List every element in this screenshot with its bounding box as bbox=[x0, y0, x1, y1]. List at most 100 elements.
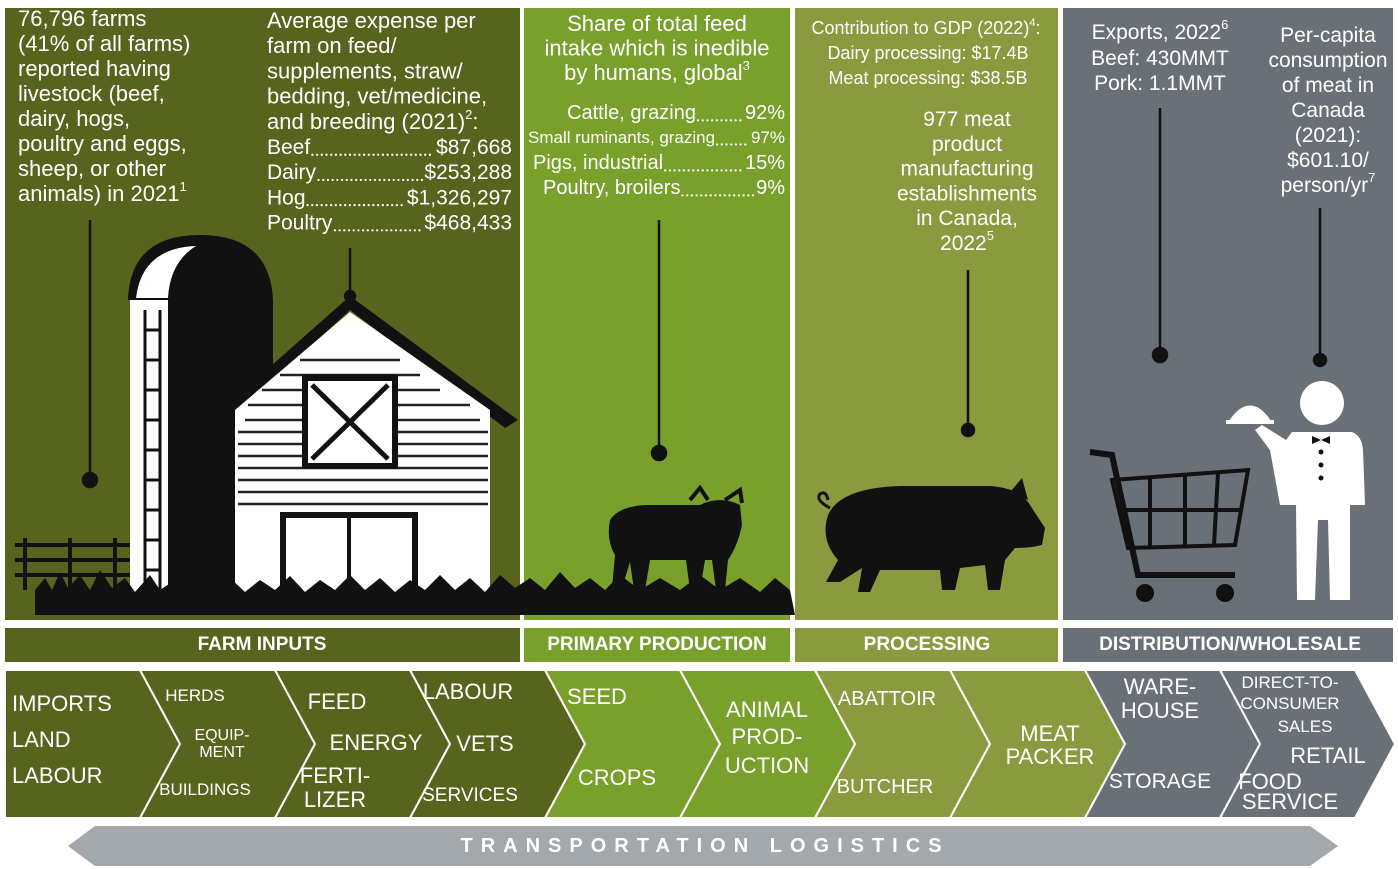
text-line: reported having bbox=[18, 56, 171, 81]
text-part: PRIMARY PRODUCTION bbox=[547, 634, 767, 655]
text-part: and breeding (2021) bbox=[267, 109, 465, 134]
footnote-marker: 7 bbox=[1368, 170, 1375, 185]
text-line: LABOUR bbox=[423, 679, 513, 704]
footnote-marker: 1 bbox=[179, 179, 186, 194]
text-part: supplements, straw/ bbox=[267, 58, 464, 83]
text-part: LABOUR bbox=[423, 679, 513, 704]
text-part: : bbox=[472, 109, 478, 134]
waiter bbox=[1226, 381, 1365, 600]
shopping-cart-part bbox=[1136, 584, 1154, 602]
text-part: sheep, or other bbox=[18, 156, 166, 181]
silo-part bbox=[136, 246, 196, 298]
text-part: Canada bbox=[1291, 99, 1365, 122]
text-part: BUTCHER bbox=[837, 776, 934, 798]
text-line: Contribution to GDP (2022)4: bbox=[812, 17, 1041, 38]
text-line: Canada bbox=[1291, 99, 1365, 122]
text-line: FARM INPUTS bbox=[198, 634, 327, 655]
text-part: consumption bbox=[1268, 49, 1387, 72]
text-part: intake which is inedible bbox=[544, 35, 769, 60]
text-line: UCTION bbox=[725, 753, 809, 778]
text-part: Share of total feed bbox=[567, 11, 747, 36]
text-part: LABOUR bbox=[12, 763, 102, 788]
text-line: farm on feed/ bbox=[267, 33, 398, 58]
text-line: 97% bbox=[751, 128, 785, 147]
waiter-part bbox=[1255, 425, 1365, 600]
text-line: $1,326,297 bbox=[407, 186, 512, 209]
text-part: CROPS bbox=[578, 765, 656, 790]
text-part: Cattle, grazing bbox=[567, 102, 696, 124]
cow-part bbox=[608, 500, 742, 590]
text-part: UCTION bbox=[725, 753, 809, 778]
text-line: in Canada, bbox=[916, 207, 1018, 230]
stage-bar bbox=[1063, 628, 1393, 662]
text-part: PROD- bbox=[732, 724, 803, 749]
text-part: $601.10/ bbox=[1287, 149, 1369, 172]
text-part: LIZER bbox=[304, 787, 366, 812]
text-line: dairy, hogs, bbox=[18, 106, 130, 131]
text-line: LABOUR bbox=[12, 763, 102, 788]
leader-lines bbox=[81, 108, 1328, 489]
text-part: by humans, global bbox=[564, 60, 743, 85]
text-line: person/yr7 bbox=[1281, 170, 1376, 197]
text-line: Poultry, broilers bbox=[543, 177, 680, 199]
text-line: FERTI- bbox=[300, 763, 370, 788]
text-line: ABATTOIR bbox=[838, 688, 936, 710]
text-line: Dairy bbox=[267, 161, 317, 184]
waiter-part bbox=[1226, 405, 1274, 424]
stage-bar bbox=[5, 628, 520, 662]
text-line: 20225 bbox=[940, 228, 994, 255]
waiter-part bbox=[1318, 475, 1324, 481]
pig-part bbox=[825, 486, 1045, 592]
text-line: PRIMARY PRODUCTION bbox=[547, 634, 767, 655]
text-line: Small ruminants, grazing bbox=[528, 128, 715, 147]
text-part: (41% of all farms) bbox=[18, 31, 190, 56]
text-line: MENT bbox=[199, 744, 245, 761]
text-part: Exports, 2022 bbox=[1092, 21, 1222, 44]
text-line: 15% bbox=[745, 152, 785, 174]
text-part: ENERGY bbox=[330, 730, 423, 755]
shopping-cart-part bbox=[1089, 449, 1235, 578]
text-part: manufacturing bbox=[900, 157, 1033, 180]
text-part: 97% bbox=[751, 128, 785, 147]
leader-lines-part bbox=[960, 422, 976, 438]
text-line: HERDS bbox=[165, 686, 225, 705]
text-line: Meat processing: $38.5B bbox=[828, 68, 1027, 88]
footnote-marker: 2 bbox=[465, 107, 472, 122]
text-part: $87,668 bbox=[436, 136, 512, 159]
text-part: 977 meat bbox=[923, 108, 1011, 131]
text-part: $468,433 bbox=[424, 211, 512, 234]
text-line: LIZER bbox=[304, 787, 366, 812]
text-line: $601.10/ bbox=[1287, 149, 1369, 172]
text-line: consumption bbox=[1268, 49, 1387, 72]
waiter-part bbox=[1318, 462, 1324, 468]
fence bbox=[15, 538, 130, 590]
text-line: TRANSPORTATION LOGISTICS bbox=[460, 835, 949, 857]
text-line: BUILDINGS bbox=[159, 780, 251, 799]
text-line: Pigs, industrial bbox=[533, 152, 663, 174]
text-line: (2021): bbox=[1295, 124, 1362, 147]
text-part: EQUIP- bbox=[194, 727, 249, 744]
text-part: Poultry, broilers bbox=[543, 177, 680, 199]
text-part: dairy, hogs, bbox=[18, 106, 130, 131]
text-part: TRANSPORTATION LOGISTICS bbox=[460, 835, 949, 857]
text-line: 92% bbox=[745, 102, 785, 124]
text-part: Meat processing: $38.5B bbox=[828, 68, 1027, 88]
text-line: Pork: 1.1MMT bbox=[1094, 72, 1226, 95]
text-part: Dairy processing: $17.4B bbox=[827, 43, 1028, 63]
text-part: 92% bbox=[745, 102, 785, 124]
text-line: Beef bbox=[267, 136, 310, 159]
text-part: RETAIL bbox=[1290, 743, 1365, 768]
text-part: FARM INPUTS bbox=[198, 634, 327, 655]
text-line: of meat in bbox=[1282, 74, 1374, 97]
transport-arrow bbox=[68, 826, 1338, 866]
shopping-cart bbox=[1089, 449, 1251, 602]
text-part: FOOD bbox=[1238, 769, 1302, 794]
grass bbox=[35, 570, 795, 615]
text-part: Contribution to GDP (2022) bbox=[812, 18, 1030, 38]
text-part: Beef bbox=[267, 136, 310, 159]
text-part: HOUSE bbox=[1121, 698, 1199, 723]
text-line: Poultry bbox=[267, 211, 333, 234]
text-part: Small ruminants, grazing bbox=[528, 128, 715, 147]
text-part: ABATTOIR bbox=[838, 688, 936, 710]
